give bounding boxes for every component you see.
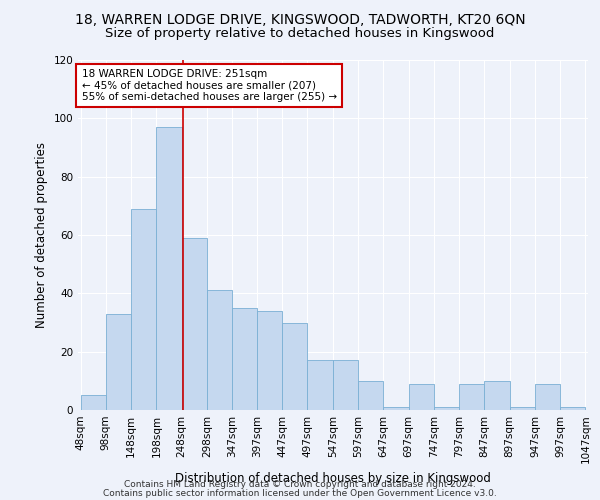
- Bar: [257, 311, 282, 410]
- Bar: [282, 322, 307, 410]
- Bar: [484, 381, 509, 410]
- Text: Contains HM Land Registry data © Crown copyright and database right 2024.: Contains HM Land Registry data © Crown c…: [124, 480, 476, 489]
- Bar: [80, 396, 106, 410]
- Bar: [307, 360, 333, 410]
- Bar: [157, 127, 182, 410]
- Bar: [333, 360, 358, 410]
- Text: Size of property relative to detached houses in Kingswood: Size of property relative to detached ho…: [106, 28, 494, 40]
- Y-axis label: Number of detached properties: Number of detached properties: [35, 142, 48, 328]
- Bar: [383, 407, 409, 410]
- Bar: [535, 384, 560, 410]
- Bar: [509, 407, 535, 410]
- Bar: [409, 384, 434, 410]
- Bar: [358, 381, 383, 410]
- Bar: [434, 407, 459, 410]
- Bar: [182, 238, 207, 410]
- Bar: [131, 209, 157, 410]
- Text: Contains public sector information licensed under the Open Government Licence v3: Contains public sector information licen…: [103, 488, 497, 498]
- Bar: [459, 384, 484, 410]
- Bar: [232, 308, 257, 410]
- Text: 18, WARREN LODGE DRIVE, KINGSWOOD, TADWORTH, KT20 6QN: 18, WARREN LODGE DRIVE, KINGSWOOD, TADWO…: [74, 12, 526, 26]
- Bar: [560, 407, 586, 410]
- Bar: [106, 314, 131, 410]
- Bar: [207, 290, 232, 410]
- Text: 18 WARREN LODGE DRIVE: 251sqm
← 45% of detached houses are smaller (207)
55% of : 18 WARREN LODGE DRIVE: 251sqm ← 45% of d…: [82, 69, 337, 102]
- X-axis label: Distribution of detached houses by size in Kingswood: Distribution of detached houses by size …: [175, 472, 491, 485]
